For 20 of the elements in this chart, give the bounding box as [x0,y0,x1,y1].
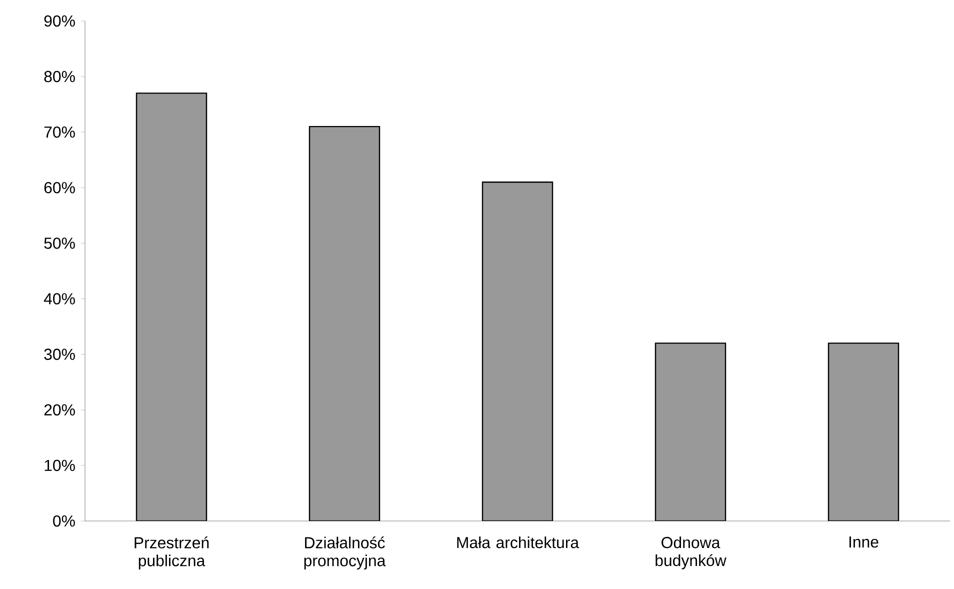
bar [654,342,726,521]
bar [308,126,380,521]
y-tick-label: 30% [44,348,75,360]
y-tick-label: 40% [44,293,75,304]
x-tick-label: Odnowa budynków [656,536,726,570]
x-tick-label: Działalność promocyjna [304,536,386,570]
x-tick-label: Mała architektura [457,536,580,548]
y-tick-label: 80% [44,70,75,82]
y-tick-label: 0% [53,515,75,527]
bar [136,92,208,521]
bar [828,342,900,521]
y-tick-label: 10% [44,460,75,472]
x-tick-label: Przestrzeń publiczna [134,536,209,570]
y-tick-label: 60% [44,182,75,194]
y-tick-label: 70% [44,126,75,138]
y-tick-label: 90% [44,15,75,27]
y-tick-label: 50% [44,238,75,249]
x-tick-label: Inne [849,536,878,548]
y-tick-label: 20% [44,404,75,416]
bar [482,182,554,521]
